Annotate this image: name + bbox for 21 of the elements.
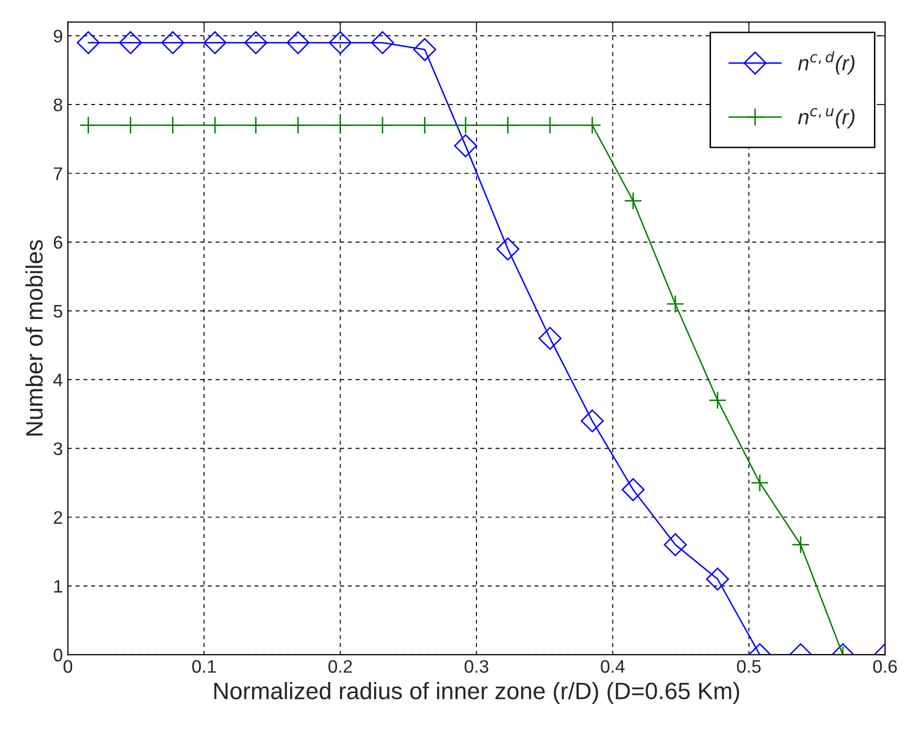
y-tick-label: 0: [54, 648, 62, 662]
y-tick-label: 6: [54, 236, 62, 249]
y-tick-label: 3: [54, 442, 62, 456]
legend-label: n$^{c,u}$(r): [798, 108, 854, 129]
y-axis-title: Number of mobiles: [25, 240, 43, 436]
y-tick-label: 5: [54, 304, 62, 318]
y-tick-label: 2: [54, 511, 62, 524]
y-tick-label: 7: [54, 167, 62, 180]
x-tick-label: 0.2: [328, 660, 352, 673]
x-tick-label: 0.6: [873, 660, 897, 673]
x-tick-label: 0.5: [737, 660, 761, 673]
legend-label: n$^{c,d}$(r): [798, 51, 854, 75]
x-tick-label: 0.1: [192, 660, 216, 673]
x-tick-label: 0.3: [464, 660, 488, 673]
x-tick-label: 0: [64, 660, 72, 673]
y-tick-label: 9: [54, 30, 62, 42]
x-tick-label: 0.4: [600, 660, 625, 673]
y-tick-label: 4: [53, 374, 62, 386]
y-tick-label: 8: [54, 98, 62, 112]
y-tick-label: 1: [54, 580, 62, 592]
x-axis-title: Normalized radius of inner zone (r/D) (D=0.65 Km): [214, 682, 740, 704]
